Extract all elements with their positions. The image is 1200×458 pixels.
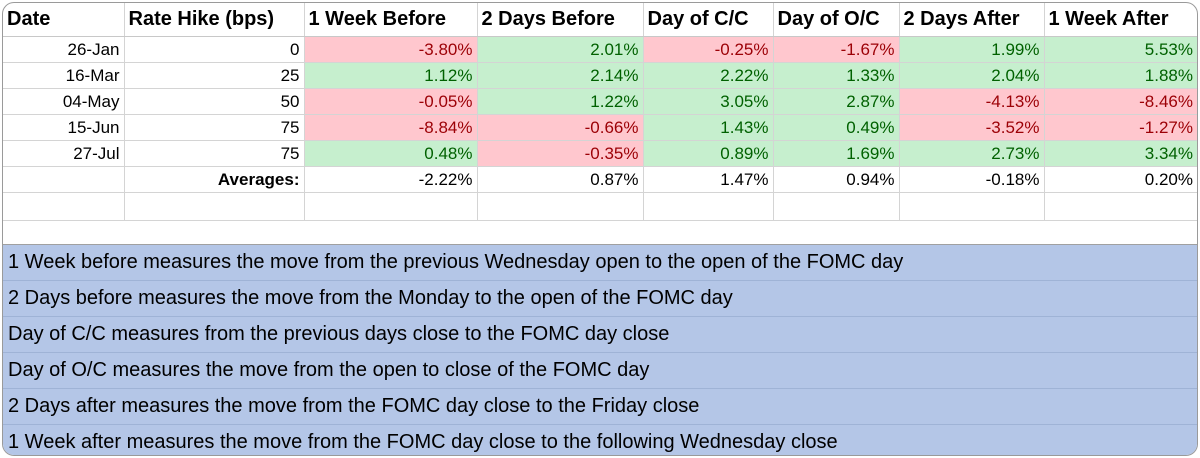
value-cell[interactable]: 2.22% xyxy=(643,62,774,89)
date-cell[interactable]: 26-Jan xyxy=(3,36,125,63)
note-1-week-before[interactable]: 1 Week before measures the move from the… xyxy=(3,245,1197,281)
value-cell[interactable]: -0.05% xyxy=(304,88,478,115)
definitions-notes: 1 Week before measures the move from the… xyxy=(3,244,1197,455)
average-cell[interactable]: -0.18% xyxy=(899,166,1045,193)
empty-cell[interactable] xyxy=(3,192,125,221)
value-cell[interactable]: 2.73% xyxy=(899,140,1045,167)
average-cell[interactable]: 1.47% xyxy=(643,166,774,193)
empty-cell[interactable] xyxy=(643,192,774,221)
note-day-of-cc[interactable]: Day of C/C measures from the previous da… xyxy=(3,317,1197,353)
note-2-days-after[interactable]: 2 Days after measures the move from the … xyxy=(3,389,1197,425)
header-2-days-before[interactable]: 2 Days Before xyxy=(477,3,644,37)
value-cell[interactable]: 3.05% xyxy=(643,88,774,115)
value-cell[interactable]: -8.46% xyxy=(1044,88,1197,115)
empty-cell[interactable] xyxy=(124,192,305,221)
header-2-days-after[interactable]: 2 Days After xyxy=(899,3,1045,37)
table-row: 15-Jun 75 -8.84% -0.66% 1.43% 0.49% -3.5… xyxy=(3,114,1197,141)
note-2-days-before[interactable]: 2 Days before measures the move from the… xyxy=(3,281,1197,317)
empty-cell[interactable] xyxy=(304,192,478,221)
rate-hike-cell[interactable]: 75 xyxy=(124,114,305,141)
header-1-week-after[interactable]: 1 Week After xyxy=(1044,3,1197,37)
rate-hike-cell[interactable]: 75 xyxy=(124,140,305,167)
note-1-week-after[interactable]: 1 Week after measures the move from the … xyxy=(8,431,838,453)
header-1-week-before[interactable]: 1 Week Before xyxy=(304,3,478,37)
averages-label[interactable]: Averages: xyxy=(124,166,305,193)
value-cell[interactable]: 0.49% xyxy=(773,114,900,141)
value-cell[interactable]: -3.52% xyxy=(899,114,1045,141)
rate-hike-cell[interactable]: 50 xyxy=(124,88,305,115)
value-cell[interactable]: 0.89% xyxy=(643,140,774,167)
header-day-of-oc[interactable]: Day of O/C xyxy=(773,3,900,37)
average-cell[interactable]: 0.94% xyxy=(773,166,900,193)
date-cell[interactable]: 16-Mar xyxy=(3,62,125,89)
value-cell[interactable]: -0.66% xyxy=(477,114,644,141)
value-cell[interactable]: 2.87% xyxy=(773,88,900,115)
value-cell[interactable]: 1.99% xyxy=(899,36,1045,63)
table-row: 04-May 50 -0.05% 1.22% 3.05% 2.87% -4.13… xyxy=(3,88,1197,115)
average-cell[interactable]: 0.20% xyxy=(1044,166,1197,193)
empty-cell[interactable] xyxy=(773,192,900,221)
date-cell[interactable]: 27-Jul xyxy=(3,140,125,167)
value-cell[interactable]: -8.84% xyxy=(304,114,478,141)
table-row: 26-Jan 0 -3.80% 2.01% -0.25% -1.67% 1.99… xyxy=(3,36,1197,63)
date-cell[interactable]: 04-May xyxy=(3,88,125,115)
value-cell[interactable]: 1.69% xyxy=(773,140,900,167)
rate-hike-cell[interactable]: 25 xyxy=(124,62,305,89)
value-cell[interactable]: -4.13% xyxy=(899,88,1045,115)
empty-cell[interactable] xyxy=(477,192,644,221)
averages-row: Averages: -2.22% 0.87% 1.47% 0.94% -0.18… xyxy=(3,166,1197,193)
empty-row xyxy=(3,192,1197,221)
empty-cell[interactable] xyxy=(3,166,125,193)
header-day-of-cc[interactable]: Day of C/C xyxy=(643,3,774,37)
value-cell[interactable]: 2.01% xyxy=(477,36,644,63)
value-cell[interactable]: 5.53% xyxy=(1044,36,1197,63)
value-cell[interactable]: -3.80% xyxy=(304,36,478,63)
empty-cell[interactable] xyxy=(1044,192,1197,221)
value-cell[interactable]: -1.67% xyxy=(773,36,900,63)
value-cell[interactable]: 1.33% xyxy=(773,62,900,89)
table-row: 27-Jul 75 0.48% -0.35% 0.89% 1.69% 2.73%… xyxy=(3,140,1197,167)
header-rate-hike[interactable]: Rate Hike (bps) xyxy=(124,3,305,37)
value-cell[interactable]: -0.35% xyxy=(477,140,644,167)
value-cell[interactable]: 2.14% xyxy=(477,62,644,89)
average-cell[interactable]: 0.87% xyxy=(477,166,644,193)
value-cell[interactable]: -1.27% xyxy=(1044,114,1197,141)
value-cell[interactable]: -0.25% xyxy=(643,36,774,63)
fomc-returns-table: Date Rate Hike (bps) 1 Week Before 2 Day… xyxy=(3,3,1197,221)
date-cell[interactable]: 15-Jun xyxy=(3,114,125,141)
header-date[interactable]: Date xyxy=(3,3,125,37)
average-cell[interactable]: -2.22% xyxy=(304,166,478,193)
empty-cell[interactable] xyxy=(899,192,1045,221)
value-cell[interactable]: 1.22% xyxy=(477,88,644,115)
header-row: Date Rate Hike (bps) 1 Week Before 2 Day… xyxy=(3,3,1197,37)
value-cell[interactable]: 0.48% xyxy=(304,140,478,167)
rate-hike-cell[interactable]: 0 xyxy=(124,36,305,63)
table-row: 16-Mar 25 1.12% 2.14% 2.22% 1.33% 2.04% … xyxy=(3,62,1197,89)
value-cell[interactable]: 1.12% xyxy=(304,62,478,89)
value-cell[interactable]: 1.88% xyxy=(1044,62,1197,89)
value-cell[interactable]: 3.34% xyxy=(1044,140,1197,167)
note-day-of-oc[interactable]: Day of O/C measures the move from the op… xyxy=(3,353,1197,389)
value-cell[interactable]: 1.43% xyxy=(643,114,774,141)
value-cell[interactable]: 2.04% xyxy=(899,62,1045,89)
